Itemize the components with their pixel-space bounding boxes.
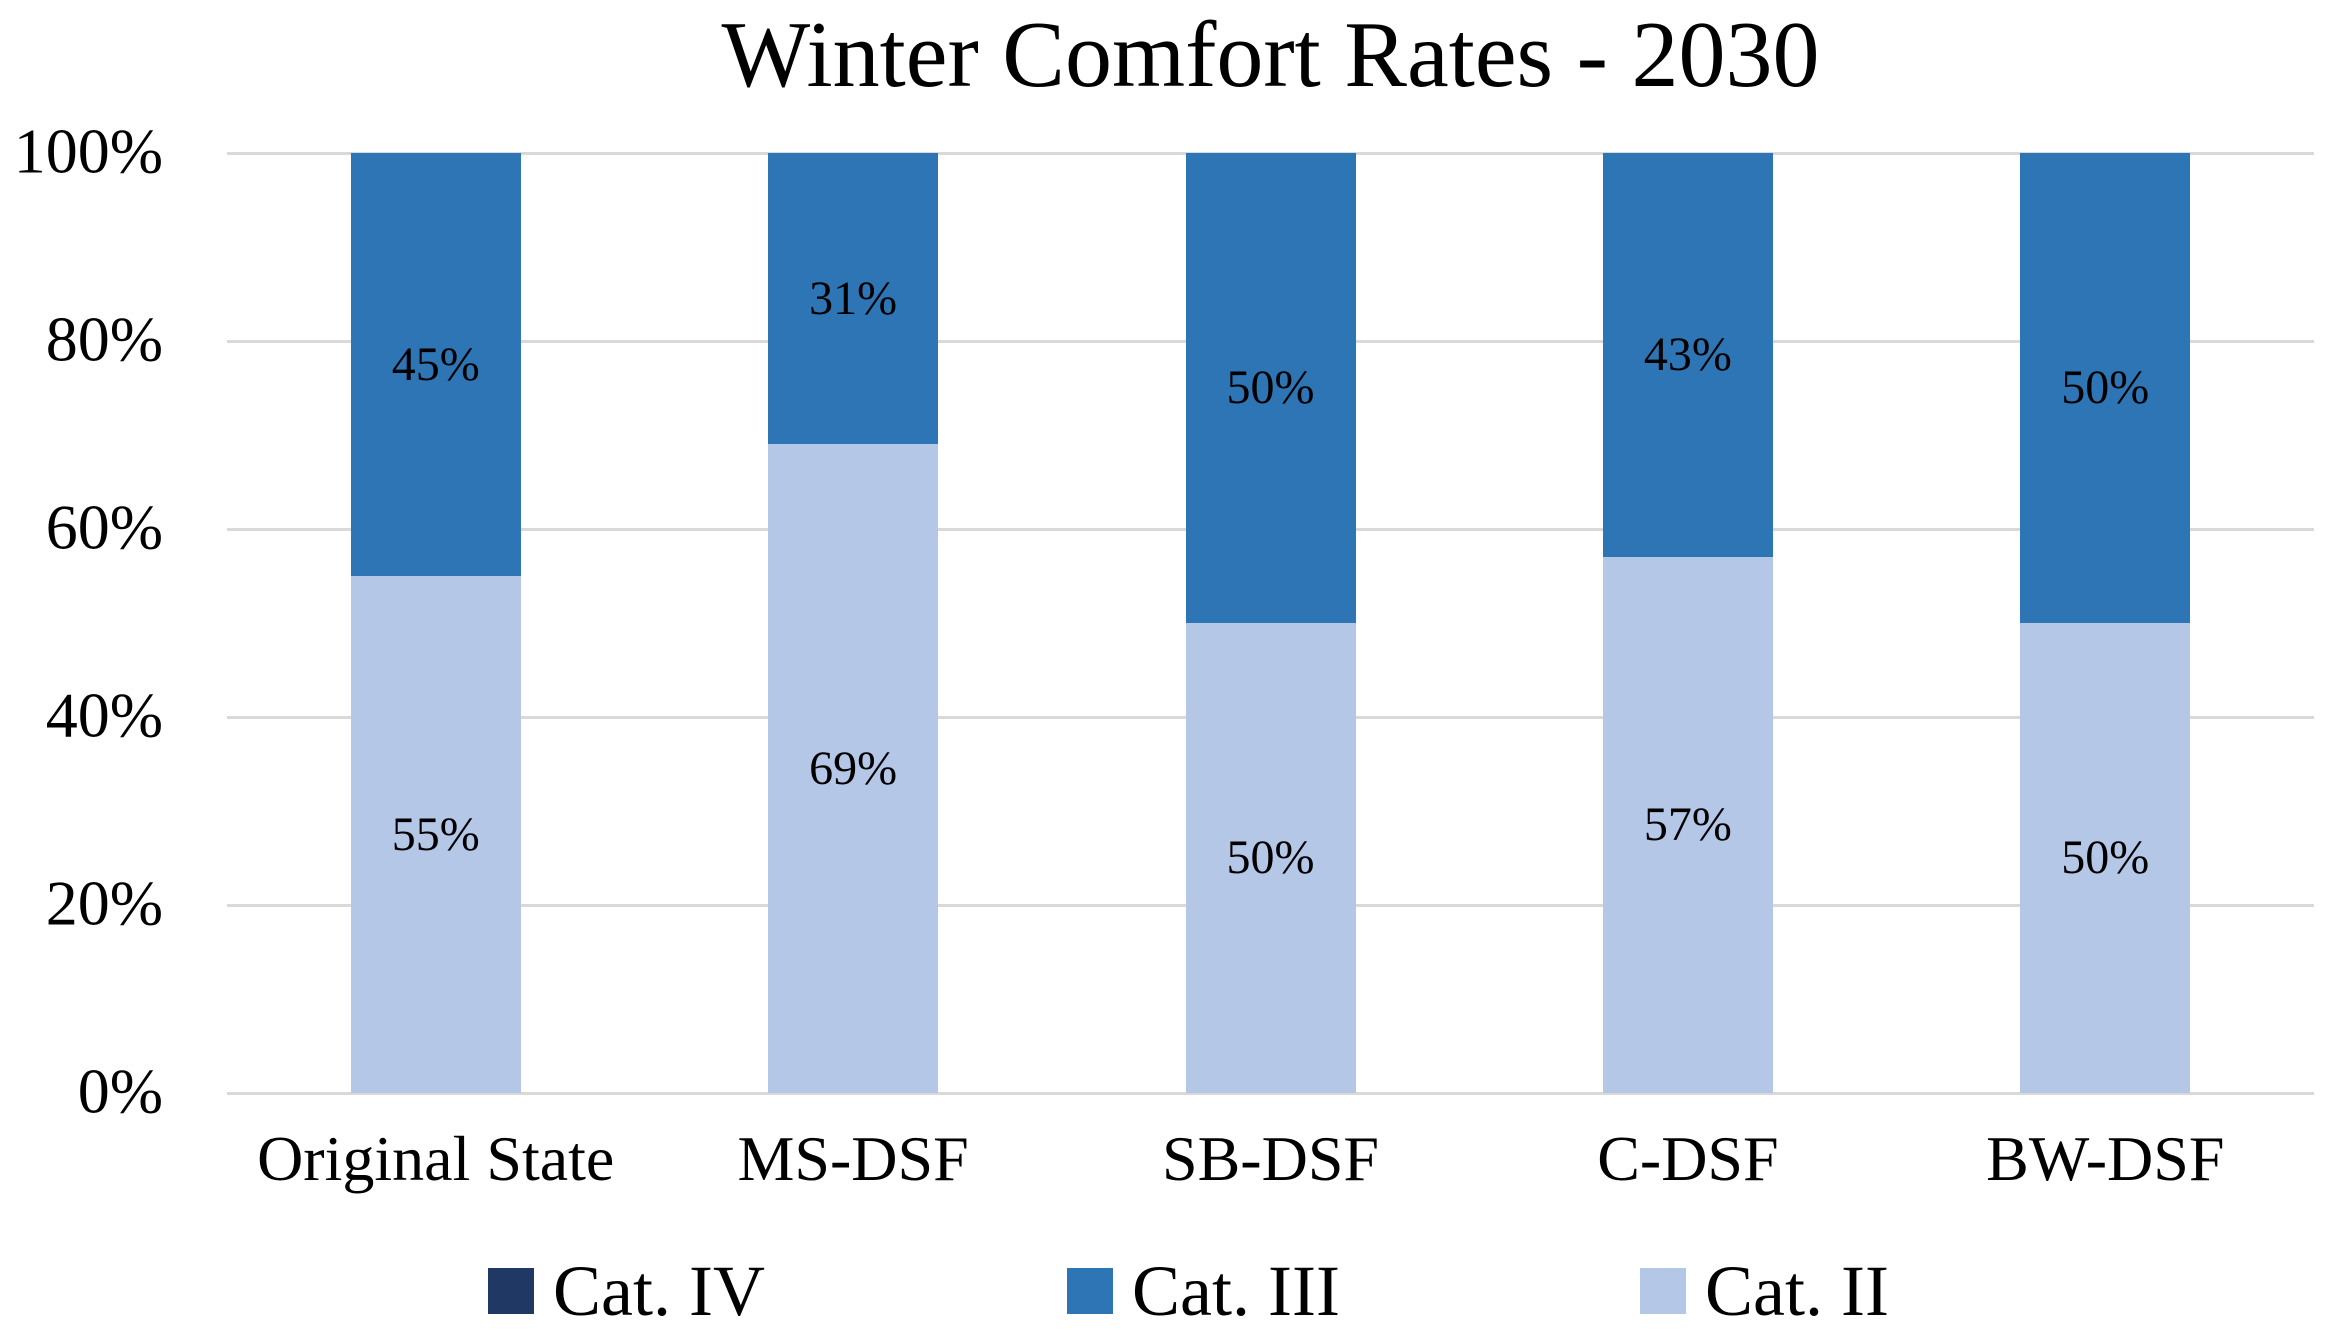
bar-segment: 50%	[1185, 623, 1356, 1093]
legend-color-swatch	[488, 1268, 534, 1314]
bar-segment-label: 57%	[1643, 798, 1732, 852]
y-axis-tick-label: 60%	[45, 491, 163, 563]
bar-segment-label: 43%	[1643, 328, 1732, 382]
y-axis-tick-label: 100%	[13, 115, 163, 187]
bar-segment-label: 50%	[1226, 361, 1315, 414]
gridline	[227, 1091, 2314, 1095]
bar-original-state: 45% 55%	[350, 153, 521, 1093]
legend-item-cat-iv: Cat. IV	[488, 1255, 765, 1327]
bar-segment-label: 69%	[809, 741, 898, 795]
legend-color-swatch	[1067, 1268, 1113, 1314]
y-axis-tick-label: 0%	[77, 1055, 163, 1127]
bar-segment: 43%	[1602, 153, 1773, 558]
x-axis-category-label: C-DSF	[1597, 1123, 1779, 1194]
bar-bw-dsf: 50% 50%	[2020, 153, 2191, 1093]
bar-segment-label: 50%	[2061, 361, 2150, 414]
bar-segment: 69%	[768, 444, 939, 1093]
bar-sb-dsf: 50% 50%	[1185, 153, 1356, 1093]
y-axis-tick-label: 80%	[45, 303, 163, 375]
bar-c-dsf: 43% 57%	[1602, 153, 1773, 1093]
bar-segment-label: 55%	[391, 807, 480, 861]
bar-segment-label: 50%	[2061, 831, 2150, 884]
y-axis-tick-label: 40%	[45, 679, 163, 751]
bar-segment: 55%	[350, 576, 521, 1093]
bar-segment: 50%	[1185, 153, 1356, 623]
legend-item-label: Cat. III	[1132, 1251, 1340, 1331]
x-axis-category-label: BW-DSF	[1986, 1123, 2225, 1194]
x-axis-category-label: Original State	[257, 1123, 615, 1194]
y-axis-tick-label: 20%	[45, 867, 163, 939]
legend-item-cat-iii: Cat. III	[1067, 1255, 1340, 1327]
legend-item-label: Cat. II	[1705, 1251, 1889, 1331]
x-axis-category-label: SB-DSF	[1162, 1123, 1379, 1194]
legend-item-cat-ii: Cat. II	[1640, 1255, 1889, 1327]
bar-segment-label: 31%	[809, 271, 898, 325]
plot-area: 45% 55% 31% 69% 50% 50% 43% 57% 50% 50%	[227, 151, 2314, 1095]
bar-segment-label: 45%	[391, 337, 480, 391]
chart-title: Winter Comfort Rates - 2030	[721, 3, 1820, 107]
bar-segment: 50%	[2020, 623, 2191, 1093]
bar-ms-dsf: 31% 69%	[768, 153, 939, 1093]
bar-segment-label: 50%	[1226, 831, 1315, 884]
bar-segment: 57%	[1602, 557, 1773, 1093]
bar-segment: 31%	[768, 153, 939, 445]
x-axis-category-label: MS-DSF	[737, 1123, 969, 1194]
bar-segment: 50%	[2020, 153, 2191, 623]
bar-segment: 45%	[350, 153, 521, 576]
legend-color-swatch	[1640, 1268, 1686, 1314]
legend-item-label: Cat. IV	[553, 1251, 765, 1331]
